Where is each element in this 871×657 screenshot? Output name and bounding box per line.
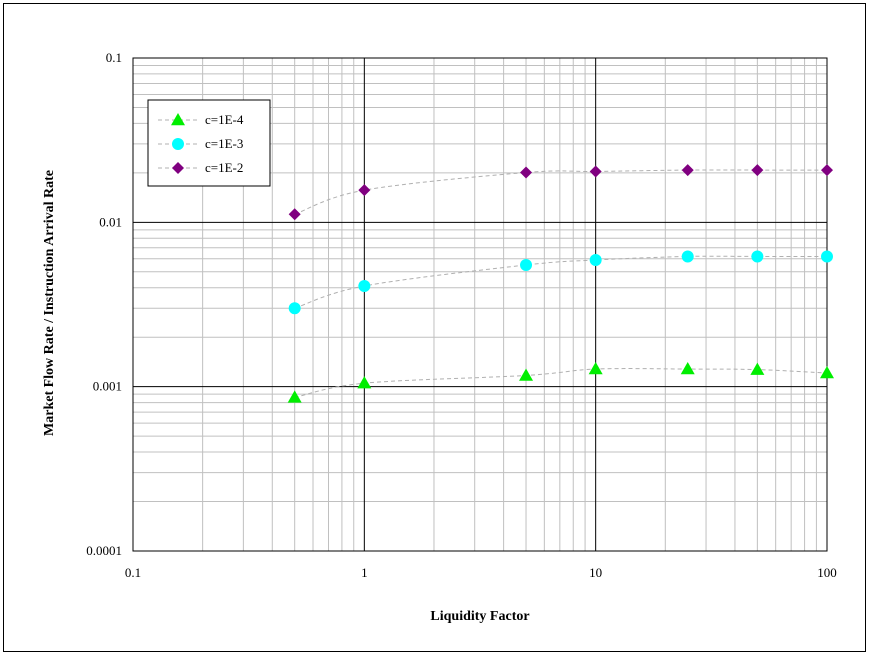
y-tick-label: 0.1 xyxy=(106,50,122,65)
x-tick-label: 0.1 xyxy=(125,565,141,580)
legend-marker-circle xyxy=(172,138,184,150)
y-tick-label: 0.001 xyxy=(93,379,122,394)
trend-line-diamond xyxy=(294,169,827,215)
data-point-circle xyxy=(821,250,833,263)
y-tick-label: 0.0001 xyxy=(86,543,122,558)
data-point-diamond xyxy=(520,166,533,179)
data-point-circle xyxy=(589,253,602,266)
legend-label: c=1E-2 xyxy=(205,160,243,175)
data-point-circle xyxy=(288,302,301,315)
data-markers xyxy=(287,164,834,403)
data-point-circle xyxy=(751,250,764,263)
legend-marker-triangle xyxy=(171,113,185,126)
legend-box xyxy=(147,99,271,187)
x-axis-title: Liquidity Factor xyxy=(430,609,529,624)
y-tick-label: 0.01 xyxy=(99,214,122,229)
data-point-diamond xyxy=(288,208,301,221)
data-point-triangle xyxy=(519,368,534,381)
trend-line-circle xyxy=(294,255,827,309)
legend-label: c=1E-4 xyxy=(205,112,244,127)
chart-frame xyxy=(3,3,866,652)
major-grid xyxy=(132,57,828,552)
trend-line-triangle xyxy=(294,368,828,398)
legend: c=1E-4 c=1E-3 c=1E-2 xyxy=(147,99,271,187)
data-point-diamond xyxy=(681,164,694,177)
x-axis-ticks: 0.1 1 10 100 xyxy=(125,565,837,580)
legend-marker-diamond xyxy=(172,162,184,174)
data-point-triangle xyxy=(588,362,603,375)
data-point-triangle xyxy=(680,362,695,375)
data-point-circle xyxy=(520,259,533,272)
data-point-circle xyxy=(358,279,371,292)
data-point-diamond xyxy=(821,164,833,177)
data-point-triangle xyxy=(287,390,302,403)
trend-lines xyxy=(294,169,828,398)
minor-grid xyxy=(133,58,827,551)
data-point-triangle xyxy=(750,362,765,375)
data-point-diamond xyxy=(358,184,371,197)
data-point-circle xyxy=(681,250,694,263)
x-tick-label: 10 xyxy=(589,565,602,580)
x-tick-label: 1 xyxy=(361,565,368,580)
data-point-diamond xyxy=(589,165,602,178)
data-point-triangle xyxy=(820,366,834,379)
y-axis-ticks: 0.0001 0.001 0.01 0.1 xyxy=(86,50,122,558)
x-tick-label: 100 xyxy=(817,565,837,580)
data-point-triangle xyxy=(357,376,372,389)
y-axis-title: Market Flow Rate / Instruction Arrival R… xyxy=(42,170,57,436)
data-point-diamond xyxy=(751,164,764,177)
plot-area-border xyxy=(132,57,828,552)
legend-label: c=1E-3 xyxy=(205,136,243,151)
